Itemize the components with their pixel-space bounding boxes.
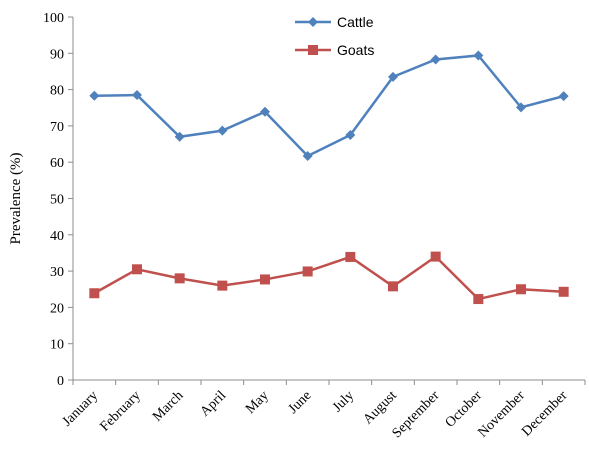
data-point-goats xyxy=(260,274,270,285)
legend-item-goats: Goats xyxy=(295,42,374,58)
data-point-cattle xyxy=(516,102,526,113)
data-point-cattle xyxy=(302,151,313,162)
y-tick-label: 0 xyxy=(57,374,64,389)
y-tick-label: 60 xyxy=(50,156,64,171)
series-cattle xyxy=(89,50,569,162)
y-tick-label: 40 xyxy=(50,229,64,244)
series-layer xyxy=(89,50,569,305)
data-point-cattle xyxy=(473,50,484,61)
legend-label: Cattle xyxy=(337,14,374,30)
x-tick-label: June xyxy=(286,388,315,417)
data-point-cattle xyxy=(558,91,569,102)
series-line-goats xyxy=(93,254,564,301)
data-point-cattle xyxy=(132,90,142,101)
data-point-goats xyxy=(430,251,441,262)
x-tick-label: October xyxy=(443,388,486,431)
legend-item-cattle: Cattle xyxy=(295,14,374,30)
data-point-goats xyxy=(89,288,100,299)
data-point-cattle xyxy=(89,90,100,101)
y-tick-label: 10 xyxy=(50,338,64,353)
data-point-cattle xyxy=(174,131,185,142)
data-point-goats xyxy=(132,264,142,275)
y-tick-label: 100 xyxy=(43,11,64,26)
data-point-cattle xyxy=(260,106,270,117)
y-axis-title: Prevalence (%) xyxy=(8,152,24,244)
series-line-cattle xyxy=(94,54,564,158)
y-tick-label: 50 xyxy=(50,193,64,208)
legend: Cattle Goats xyxy=(295,14,374,58)
data-point-goats xyxy=(345,251,356,262)
legend-marker-cattle xyxy=(308,17,318,27)
legend-marker-goats xyxy=(308,45,318,55)
data-point-cattle xyxy=(217,125,228,136)
series-goats xyxy=(89,251,569,305)
y-tick-label: 30 xyxy=(50,265,64,280)
x-tick-label: January xyxy=(60,388,101,429)
data-point-cattle xyxy=(345,129,356,140)
data-point-goats xyxy=(174,273,185,284)
y-axis-ticks: 0 10 20 30 40 50 60 70 80 90 100 xyxy=(43,11,73,389)
x-tick-label: November xyxy=(475,388,528,441)
x-tick-label: August xyxy=(361,388,400,427)
data-point-goats xyxy=(302,266,313,277)
data-point-goats xyxy=(558,286,569,297)
data-point-goats xyxy=(473,294,484,305)
x-tick-label: February xyxy=(97,388,143,434)
x-tick-label: December xyxy=(519,388,571,440)
data-point-goats xyxy=(516,284,526,295)
y-tick-label: 80 xyxy=(50,84,64,99)
y-tick-label: 90 xyxy=(50,47,64,62)
data-point-goats xyxy=(388,281,398,292)
y-tick-label: 70 xyxy=(50,120,64,135)
data-point-cattle xyxy=(430,54,441,65)
x-tick-label: May xyxy=(243,388,272,417)
x-tick-label: April xyxy=(198,388,230,420)
x-tick-label: March xyxy=(150,388,186,424)
y-tick-label: 20 xyxy=(50,301,64,316)
x-tick-label: July xyxy=(330,388,357,415)
legend-label: Goats xyxy=(337,42,374,58)
x-tick-label: September xyxy=(390,388,443,441)
data-point-goats xyxy=(217,280,228,291)
data-point-cattle xyxy=(388,71,398,82)
